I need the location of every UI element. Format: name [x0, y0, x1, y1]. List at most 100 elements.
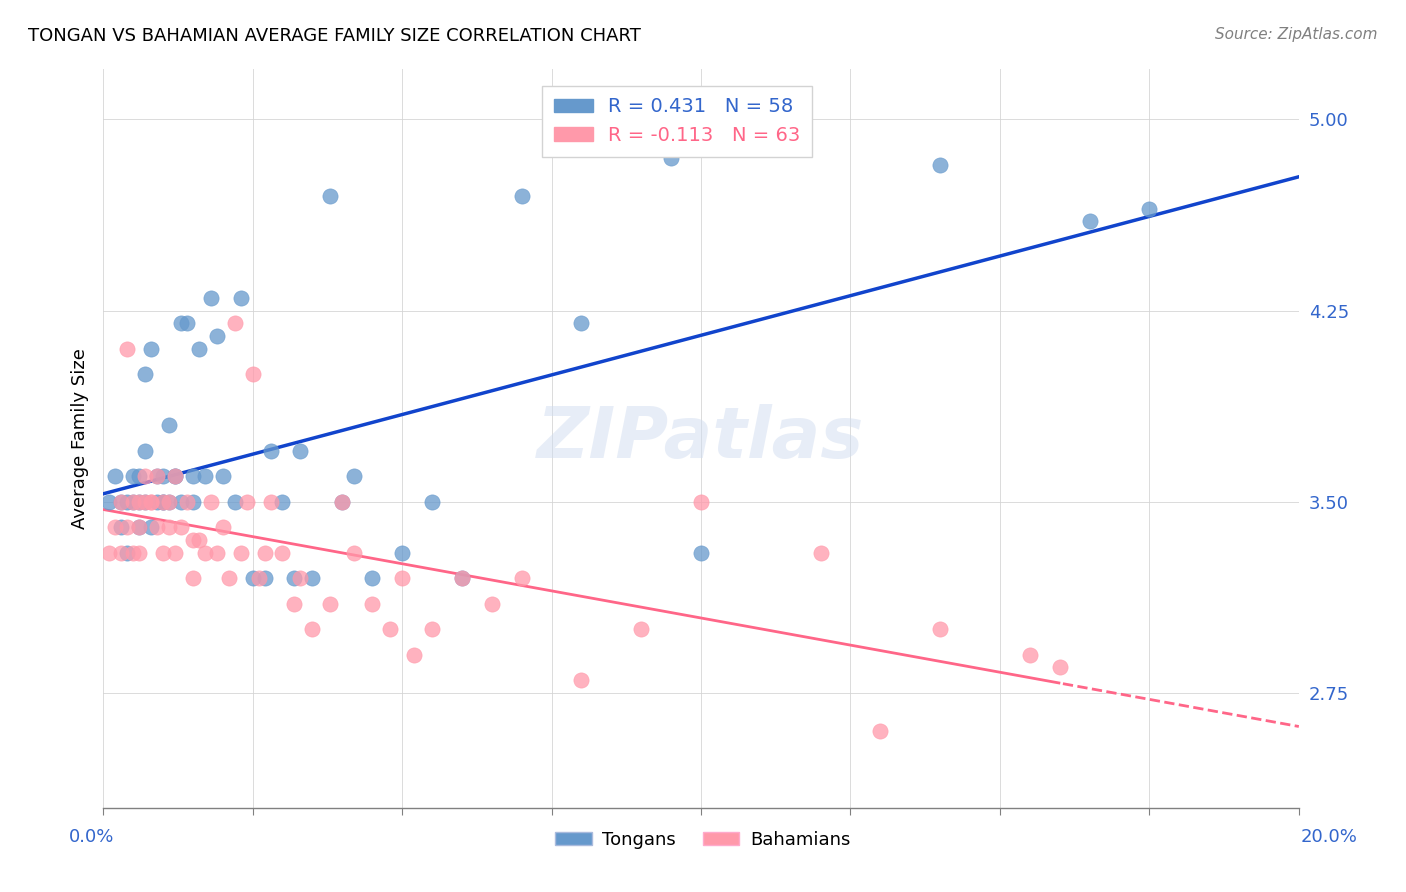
- Tongans: [115, 495, 138, 509]
- Bahamians: [139, 495, 162, 509]
- Tongans: [163, 469, 186, 483]
- Tongans: [343, 469, 366, 483]
- Bahamians: [690, 495, 713, 509]
- Bahamians: [1049, 660, 1071, 674]
- Bahamians: [194, 546, 217, 560]
- Bahamians: [139, 495, 162, 509]
- Bahamians: [176, 495, 198, 509]
- Text: 20.0%: 20.0%: [1301, 828, 1357, 846]
- Bahamians: [869, 724, 891, 739]
- Bahamians: [378, 622, 401, 636]
- Text: ZIPatlas: ZIPatlas: [537, 403, 865, 473]
- Tongans: [134, 443, 156, 458]
- Text: 0.0%: 0.0%: [69, 828, 114, 846]
- Bahamians: [571, 673, 593, 688]
- Bahamians: [200, 495, 222, 509]
- Bahamians: [122, 546, 145, 560]
- Bahamians: [163, 469, 186, 483]
- Bahamians: [181, 571, 204, 585]
- Bahamians: [253, 546, 276, 560]
- Tongans: [420, 495, 443, 509]
- Tongans: [205, 329, 228, 343]
- Bahamians: [110, 495, 132, 509]
- Tongans: [242, 571, 264, 585]
- Tongans: [1078, 214, 1101, 228]
- Tongans: [170, 495, 193, 509]
- Tongans: [181, 495, 204, 509]
- Tongans: [181, 469, 204, 483]
- Bahamians: [450, 571, 472, 585]
- Bahamians: [211, 520, 233, 534]
- Tongans: [1137, 202, 1160, 216]
- Bahamians: [128, 546, 150, 560]
- Bahamians: [343, 546, 366, 560]
- Tongans: [134, 495, 156, 509]
- Tongans: [152, 469, 174, 483]
- Tongans: [200, 291, 222, 305]
- Tongans: [253, 571, 276, 585]
- Bahamians: [187, 533, 209, 547]
- Bahamians: [134, 495, 156, 509]
- Bahamians: [134, 469, 156, 483]
- Bahamians: [205, 546, 228, 560]
- Bahamians: [319, 597, 342, 611]
- Tongans: [690, 546, 713, 560]
- Tongans: [128, 495, 150, 509]
- Bahamians: [361, 597, 384, 611]
- Bahamians: [630, 622, 652, 636]
- Bahamians: [122, 495, 145, 509]
- Bahamians: [283, 597, 305, 611]
- Bahamians: [391, 571, 413, 585]
- Tongans: [391, 546, 413, 560]
- Bahamians: [247, 571, 270, 585]
- Bahamians: [110, 546, 132, 560]
- Legend: Tongans, Bahamians: Tongans, Bahamians: [548, 824, 858, 856]
- Bahamians: [301, 622, 323, 636]
- Bahamians: [235, 495, 257, 509]
- Tongans: [659, 151, 682, 165]
- Bahamians: [146, 520, 169, 534]
- Bahamians: [152, 546, 174, 560]
- Tongans: [571, 317, 593, 331]
- Tongans: [146, 495, 169, 509]
- Bahamians: [157, 520, 180, 534]
- Bahamians: [152, 495, 174, 509]
- Tongans: [283, 571, 305, 585]
- Bahamians: [481, 597, 503, 611]
- Legend: R = 0.431   N = 58, R = -0.113   N = 63: R = 0.431 N = 58, R = -0.113 N = 63: [543, 86, 813, 157]
- Tongans: [157, 495, 180, 509]
- Tongans: [510, 189, 533, 203]
- Tongans: [152, 495, 174, 509]
- Tongans: [122, 469, 145, 483]
- Tongans: [450, 571, 472, 585]
- Tongans: [139, 342, 162, 356]
- Text: TONGAN VS BAHAMIAN AVERAGE FAMILY SIZE CORRELATION CHART: TONGAN VS BAHAMIAN AVERAGE FAMILY SIZE C…: [28, 27, 641, 45]
- Tongans: [170, 317, 193, 331]
- Tongans: [229, 291, 252, 305]
- Bahamians: [128, 495, 150, 509]
- Bahamians: [146, 469, 169, 483]
- Tongans: [98, 495, 121, 509]
- Tongans: [128, 469, 150, 483]
- Bahamians: [510, 571, 533, 585]
- Bahamians: [420, 622, 443, 636]
- Tongans: [319, 189, 342, 203]
- Tongans: [271, 495, 294, 509]
- Bahamians: [218, 571, 240, 585]
- Tongans: [110, 520, 132, 534]
- Bahamians: [157, 495, 180, 509]
- Bahamians: [115, 342, 138, 356]
- Bahamians: [229, 546, 252, 560]
- Tongans: [929, 158, 952, 172]
- Y-axis label: Average Family Size: Average Family Size: [72, 348, 89, 528]
- Bahamians: [402, 648, 425, 662]
- Bahamians: [115, 520, 138, 534]
- Bahamians: [929, 622, 952, 636]
- Tongans: [211, 469, 233, 483]
- Tongans: [128, 520, 150, 534]
- Tongans: [301, 571, 323, 585]
- Tongans: [139, 520, 162, 534]
- Tongans: [115, 546, 138, 560]
- Bahamians: [1018, 648, 1040, 662]
- Bahamians: [242, 368, 264, 382]
